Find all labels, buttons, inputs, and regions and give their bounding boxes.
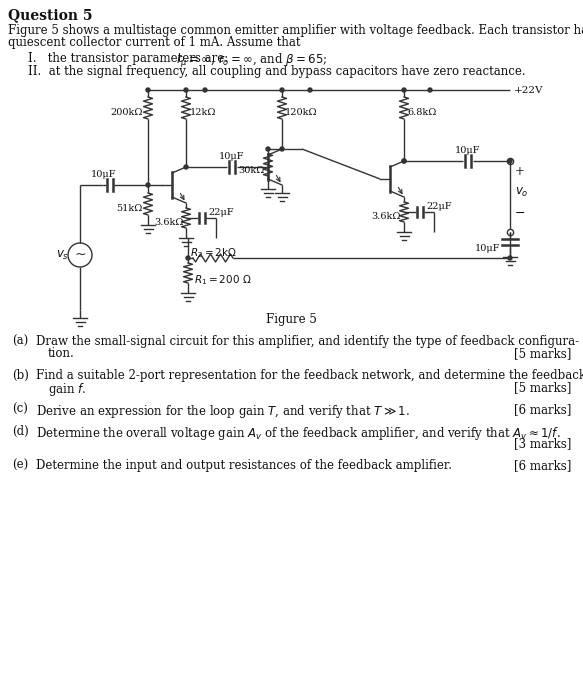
Text: 30kΩ: 30kΩ [238,166,265,175]
Text: Question 5: Question 5 [8,8,93,22]
Text: Derive an expression for the loop gain $T$, and verify that $T \gg 1$.: Derive an expression for the loop gain $… [36,403,410,420]
Text: [6 marks]: [6 marks] [514,403,571,416]
Text: tion.: tion. [48,347,75,360]
Circle shape [146,183,150,187]
Text: 3.6kΩ: 3.6kΩ [154,218,184,227]
Text: (a): (a) [12,335,28,348]
Text: [5 marks]: [5 marks] [514,347,571,360]
Text: (d): (d) [12,425,29,438]
Text: Draw the small-signal circuit for this amplifier, and identify the type of feedb: Draw the small-signal circuit for this a… [36,335,579,348]
Circle shape [428,88,432,92]
Text: Figure 5: Figure 5 [266,313,317,326]
Circle shape [402,159,406,163]
Text: ~: ~ [74,248,86,262]
Circle shape [508,159,512,163]
Text: Find a suitable 2-port representation for the feedback network, and determine th: Find a suitable 2-port representation fo… [36,369,583,382]
Text: 22μF: 22μF [208,208,234,217]
Text: 120kΩ: 120kΩ [285,108,318,117]
Text: quiescent collector current of 1 mA. Assume that: quiescent collector current of 1 mA. Ass… [8,36,300,49]
Text: (b): (b) [12,369,29,382]
Text: [3 marks]: [3 marks] [514,437,571,450]
Text: 200kΩ: 200kΩ [111,108,143,117]
Text: [5 marks]: [5 marks] [514,381,571,394]
Circle shape [203,88,207,92]
Circle shape [508,256,512,260]
Text: I.   the transistor parameters are:: I. the transistor parameters are: [28,52,232,65]
Circle shape [184,165,188,169]
Text: 10μF: 10μF [92,170,117,179]
Text: 10μF: 10μF [455,146,481,155]
Text: $R_1 = 200\ \Omega$: $R_1 = 200\ \Omega$ [194,273,251,287]
Text: +: + [515,165,525,178]
Circle shape [146,88,150,92]
Text: 6.8kΩ: 6.8kΩ [407,108,436,117]
Circle shape [186,256,190,260]
Text: (e): (e) [12,459,28,472]
Text: 51kΩ: 51kΩ [117,204,143,213]
Text: $v_s$: $v_s$ [57,248,69,261]
Text: $r_{\mu} = \infty$, $r_o = \infty$, and $\beta = 65$;: $r_{\mu} = \infty$, $r_o = \infty$, and … [176,52,328,70]
Text: 22μF: 22μF [426,202,452,211]
Text: Determine the input and output resistances of the feedback amplifier.: Determine the input and output resistanc… [36,459,452,472]
Text: 10μF: 10μF [219,152,245,161]
Circle shape [280,147,284,151]
Text: 10μF: 10μF [475,244,500,253]
Text: gain $f$.: gain $f$. [48,381,86,398]
Text: Determine the overall voltage gain $A_v$ of the feedback amplifier, and verify t: Determine the overall voltage gain $A_v$… [36,425,561,442]
Text: Figure 5 shows a multistage common emitter amplifier with voltage feedback. Each: Figure 5 shows a multistage common emitt… [8,24,583,37]
Text: +22V: +22V [514,86,543,95]
Circle shape [402,88,406,92]
Circle shape [280,88,284,92]
Text: 12kΩ: 12kΩ [190,108,216,117]
Text: [6 marks]: [6 marks] [514,459,571,472]
Text: 3.6kΩ: 3.6kΩ [371,212,401,221]
Circle shape [402,159,406,163]
Text: $R_2 = 2\mathrm{k}\Omega$: $R_2 = 2\mathrm{k}\Omega$ [189,246,237,260]
Text: −: − [515,207,525,220]
Circle shape [308,88,312,92]
Circle shape [184,88,188,92]
Text: II.  at the signal frequency, all coupling and bypass capacitors have zero react: II. at the signal frequency, all couplin… [28,65,526,78]
Text: (c): (c) [12,403,28,416]
Text: $v_o$: $v_o$ [515,186,529,199]
Circle shape [266,147,270,151]
